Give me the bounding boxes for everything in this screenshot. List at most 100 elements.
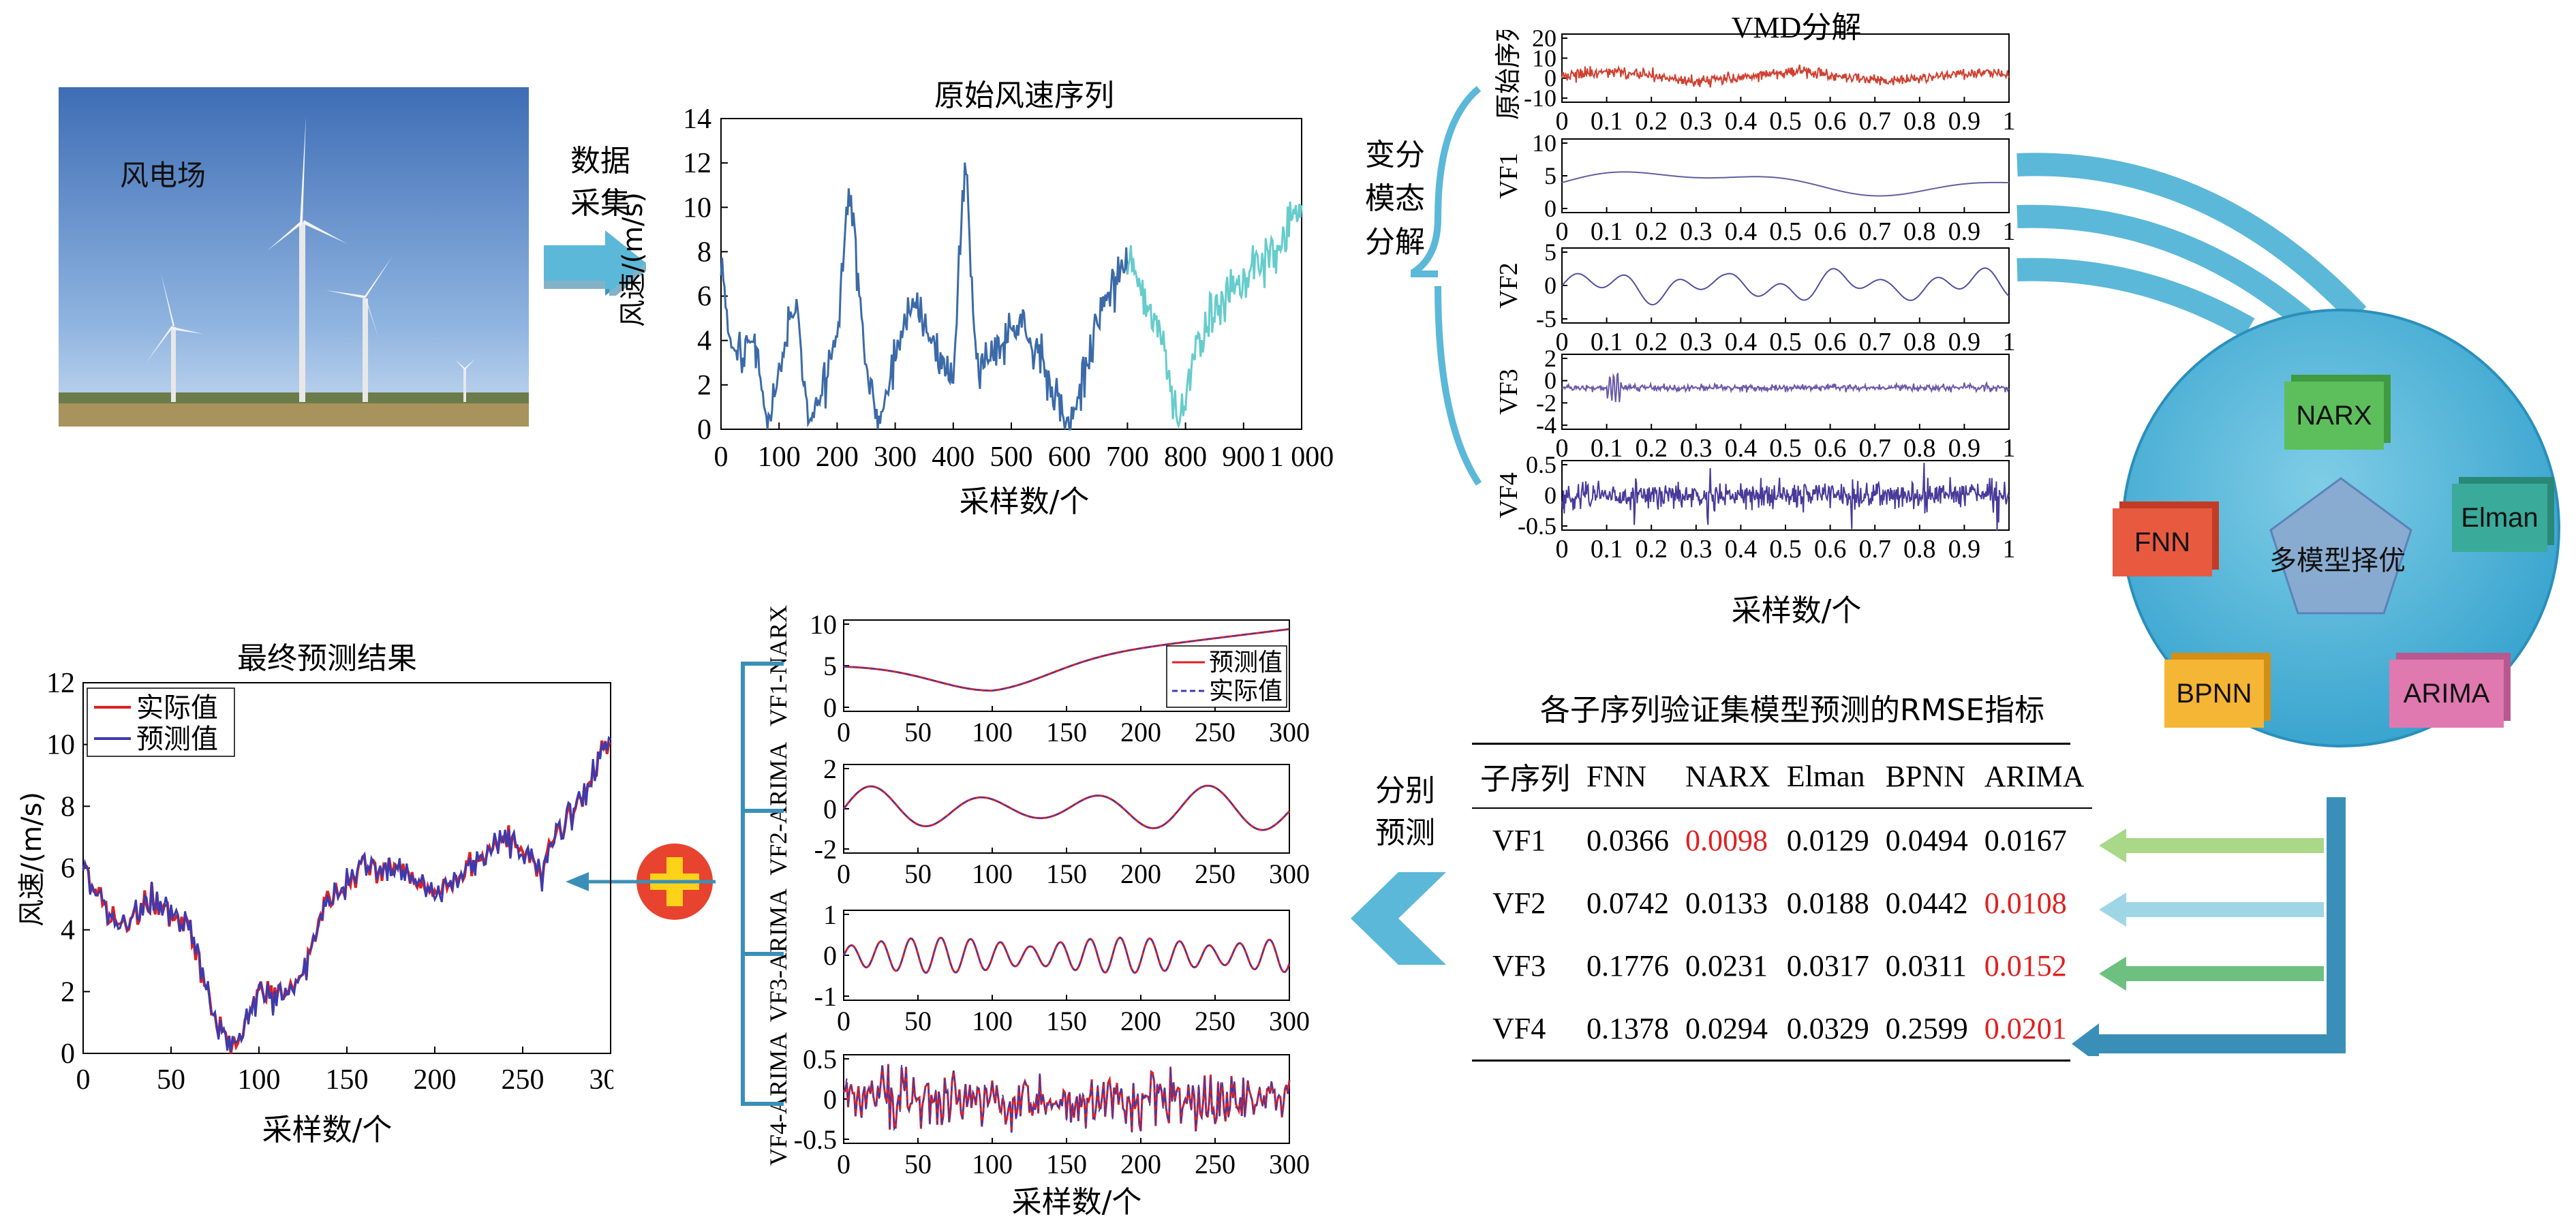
sub-actual-line [843, 628, 1290, 692]
y-tick-label: 6 [61, 853, 75, 884]
x-tick-label: 0.5 [1769, 107, 1802, 136]
table-row: VF3 0.1776 0.0231 0.0317 0.0311 0.0152 [1472, 934, 2092, 997]
x-tick-label: 300 [1269, 859, 1310, 889]
step-vmd-label: 变分 模态 分解 [1358, 134, 1432, 264]
x-tick-label: 0.8 [1903, 217, 1936, 246]
model-arcs [2017, 153, 2367, 339]
x-tick-label: 200 [414, 1064, 457, 1096]
x-tick-label: 0.2 [1635, 107, 1668, 136]
x-tick-label: 0.5 [1769, 217, 1802, 246]
x-tick-label: 250 [502, 1064, 545, 1096]
y-tick-label: 0 [1544, 195, 1557, 222]
sub-forecast-xlabel: 采样数/个 [1011, 1185, 1142, 1220]
table-cell: 0.2599 [1885, 1011, 1968, 1045]
x-tick-label: 0 [714, 442, 729, 473]
legend-pred-label: 预测值 [1209, 649, 1283, 677]
x-tick-label: 800 [1164, 442, 1207, 473]
y-tick-label: -10 [1524, 84, 1557, 112]
photo-label: 风电场 [120, 159, 206, 192]
x-tick-label: 0.3 [1680, 328, 1713, 356]
vmd-signal-line [1561, 373, 2010, 403]
row-name: VF1 [1492, 823, 1546, 857]
x-tick-label: 0.5 [1769, 535, 1802, 563]
y-tick-label: 12 [46, 668, 75, 699]
vmd-panel-frame [1561, 33, 2010, 103]
table-row: VF2 0.0742 0.0133 0.0188 0.0442 0.0108 [1472, 871, 2092, 934]
y-tick-label: 20 [1532, 30, 1557, 52]
x-tick-label: 250 [1195, 1006, 1236, 1036]
x-tick-label: 100 [972, 1149, 1013, 1179]
legend-box [87, 687, 235, 757]
table-cell: 0.0317 [1786, 948, 1869, 983]
x-tick-label: 0.2 [1635, 217, 1668, 246]
y-tick-label: 2 [61, 976, 75, 1008]
final-chart-title: 最终预测结果 [237, 641, 417, 676]
rmse-header-cell: NARX [1685, 759, 1770, 793]
table-cell: 0.0329 [1786, 1011, 1869, 1045]
sub-pred-line [842, 936, 1291, 974]
sub-actual-line [843, 1064, 1290, 1133]
y-tick-label: 2 [1544, 345, 1557, 372]
x-tick-label: 0.2 [1635, 535, 1668, 563]
step1-line2: 采集 [570, 186, 630, 221]
model-fnn-label: FNN [2134, 527, 2191, 557]
y-tick-label: 0 [823, 692, 837, 723]
y-tick-label: 5 [1544, 162, 1557, 189]
x-tick-label: 0.3 [1680, 217, 1713, 246]
table-cell-best: 0.0098 [1685, 823, 1768, 857]
x-tick-label: 0.9 [1948, 535, 1981, 563]
x-tick-label: 50 [904, 1149, 932, 1179]
right-arrow-icon [544, 230, 646, 296]
y-tick-label: 2 [697, 370, 711, 401]
sub-bracket [741, 662, 784, 1106]
vmd-signal-line [1561, 463, 2010, 531]
final-chart-xlabel: 采样数/个 [262, 1113, 393, 1147]
y-tick-label: 4 [697, 326, 711, 357]
sub-actual-line [843, 785, 1290, 831]
y-tick-label: -2 [814, 834, 837, 865]
x-tick-label: 200 [1120, 1149, 1161, 1179]
x-tick-label: 200 [1120, 1006, 1161, 1036]
x-tick-label: 200 [1120, 859, 1161, 889]
x-tick-label: 1 000 [1270, 442, 1334, 473]
sub-actual-line [843, 936, 1290, 974]
plus-connector [566, 872, 716, 891]
table-cell: 0.0231 [1685, 948, 1768, 983]
x-tick-label: 0.1 [1591, 434, 1623, 463]
sub-panel-label: VF4-ARIMA [765, 1032, 792, 1166]
y-tick-label: 0.5 [803, 1044, 837, 1075]
wind-farm-photo: 风电场 [59, 87, 529, 427]
x-tick-label: 0.4 [1725, 328, 1758, 356]
y-tick-label: -2 [1536, 389, 1557, 416]
x-tick-label: 0.4 [1725, 535, 1758, 563]
step3-line2: 预测 [1375, 816, 1435, 850]
x-tick-label: 400 [932, 442, 975, 473]
x-tick-label: 0.7 [1858, 328, 1891, 356]
vmd-signal-line [1561, 171, 2009, 197]
x-tick-label: 300 [589, 1064, 614, 1096]
x-tick-label: 0.1 [1591, 107, 1623, 136]
x-tick-label: 0 [1556, 217, 1569, 246]
table-cell: 0.0742 [1586, 886, 1669, 920]
raw-chart-ylabel: 风速/(m/s) [617, 192, 649, 327]
table-cell: 0.0167 [1984, 823, 2067, 857]
y-tick-label: 8 [61, 791, 75, 822]
y-tick-label: 10 [683, 192, 711, 223]
model-elman: Elman [2452, 484, 2547, 552]
x-tick-label: 150 [1046, 1149, 1087, 1179]
sub-pred-line [842, 784, 1291, 831]
x-tick-label: 250 [1195, 859, 1236, 889]
model-elman-label: Elman [2461, 502, 2539, 533]
y-tick-label: 0 [1544, 65, 1557, 92]
x-tick-label: 0.7 [1858, 535, 1891, 563]
circle-to-table-arrows [2072, 797, 2346, 1056]
x-tick-label: 100 [758, 442, 801, 473]
y-tick-label: -0.5 [1518, 512, 1557, 540]
x-tick-label: 0.7 [1858, 434, 1891, 463]
final-pred-line [82, 735, 612, 1052]
x-tick-label: 0.7 [1858, 107, 1891, 136]
x-tick-label: 0.2 [1635, 434, 1668, 463]
x-tick-label: 50 [904, 1006, 932, 1036]
model-bpnn: BPNN [2164, 660, 2264, 728]
